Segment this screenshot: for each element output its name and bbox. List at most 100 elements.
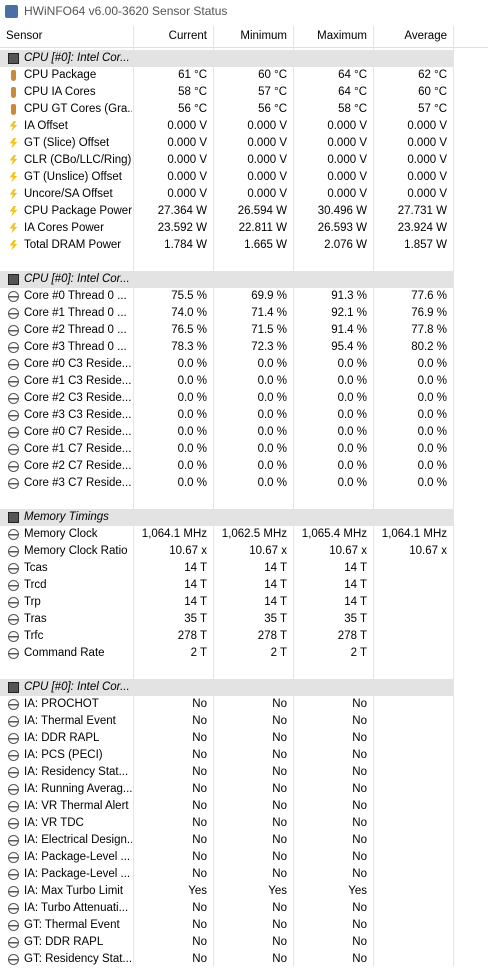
sensor-label[interactable]: Trfc: [24, 629, 44, 642]
sensor-value: 14 T: [184, 595, 207, 608]
sensor-icon: [8, 613, 19, 625]
sensor-label[interactable]: Memory Clock: [24, 527, 98, 540]
sensor-label[interactable]: Core #0 C7 Reside...: [24, 425, 132, 438]
sensor-label[interactable]: IA: PCS (PECI): [24, 748, 103, 761]
sensor-label[interactable]: Tcas: [24, 561, 48, 574]
group-row[interactable]: [0, 678, 453, 696]
sensor-label[interactable]: Core #1 C3 Reside...: [24, 374, 132, 387]
sensor-value: 0.0 %: [257, 442, 287, 455]
sensor-value: 80.2 %: [411, 340, 447, 353]
group-name[interactable]: CPU [#0]: Intel Cor...: [24, 680, 130, 693]
sensor-label[interactable]: IA: VR TDC: [24, 816, 84, 829]
sensor-label[interactable]: Uncore/SA Offset: [24, 187, 113, 200]
sensor-value: No: [272, 782, 287, 795]
sensor-label[interactable]: CLR (CBo/LLC/Ring)...: [24, 153, 132, 166]
sensor-value: No: [192, 816, 207, 829]
group-name[interactable]: Memory Timings: [24, 510, 109, 523]
sensor-value: 0.000 V: [247, 153, 287, 166]
sensor-value: 69.9 %: [251, 289, 287, 302]
sensor-label[interactable]: Core #3 C7 Reside...: [24, 476, 132, 489]
sensor-value: 58 °C: [338, 102, 367, 115]
sensor-value: 78.3 %: [171, 340, 207, 353]
column-title[interactable]: Current: [168, 30, 207, 42]
sensor-value: 0.0 %: [417, 374, 447, 387]
column-title[interactable]: Sensor: [6, 30, 43, 42]
group-name[interactable]: CPU [#0]: Intel Cor...: [24, 51, 130, 64]
sensor-value: No: [272, 697, 287, 710]
sensor-value: 278 T: [257, 629, 287, 642]
sensor-label[interactable]: CPU Package: [24, 68, 97, 81]
group-row[interactable]: [0, 270, 453, 288]
sensor-label[interactable]: Command Rate: [24, 646, 105, 659]
sensor-label[interactable]: IA Offset: [24, 119, 68, 132]
sensor-icon: [8, 936, 19, 948]
column-title[interactable]: Maximum: [317, 30, 367, 42]
sensor-label[interactable]: Core #1 C7 Reside...: [24, 442, 132, 455]
sensor-value: 0.000 V: [247, 119, 287, 132]
sensor-value: No: [352, 901, 367, 914]
sensor-label[interactable]: IA: PROCHOT: [24, 697, 99, 710]
sensor-label[interactable]: CPU IA Cores: [24, 85, 96, 98]
sensor-value: 0.000 V: [167, 170, 207, 183]
sensor-value: 1,062.5 MHz: [221, 527, 287, 540]
sensor-label[interactable]: IA: DDR RAPL: [24, 731, 100, 744]
sensor-label[interactable]: Memory Clock Ratio: [24, 544, 128, 557]
sensor-value: No: [352, 850, 367, 863]
sensor-value: 26.593 W: [317, 221, 367, 234]
sensor-value: 0.000 V: [167, 136, 207, 149]
group-row[interactable]: [0, 49, 453, 67]
sensor-label[interactable]: IA: Turbo Attenuati...: [24, 901, 129, 914]
sensor-label[interactable]: Total DRAM Power: [24, 238, 122, 251]
sensor-label[interactable]: IA: Running Averag...: [24, 782, 132, 795]
sensor-label[interactable]: CPU Package Power: [24, 204, 132, 217]
sensor-label[interactable]: Tras: [24, 612, 47, 625]
sensor-label[interactable]: Core #1 Thread 0 ...: [24, 306, 127, 319]
sensor-value: 0.000 V: [407, 119, 447, 132]
sensor-label[interactable]: Core #2 C7 Reside...: [24, 459, 132, 472]
group-name[interactable]: CPU [#0]: Intel Cor...: [24, 272, 130, 285]
sensor-label[interactable]: Core #3 Thread 0 ...: [24, 340, 127, 353]
sensor-label[interactable]: GT: Thermal Event: [24, 918, 120, 931]
sensor-value: 0.000 V: [247, 170, 287, 183]
sensor-label[interactable]: GT: DDR RAPL: [24, 935, 104, 948]
sensor-value: 22.811 W: [238, 221, 287, 234]
sensor-label[interactable]: IA: Electrical Design...: [24, 833, 132, 846]
sensor-label[interactable]: Core #3 C3 Reside...: [24, 408, 132, 421]
sensor-value: No: [192, 833, 207, 846]
sensor-value: 0.0 %: [337, 357, 367, 370]
sensor-label[interactable]: GT (Slice) Offset: [24, 136, 110, 149]
sensor-value: 10.67 x: [329, 544, 367, 557]
sensor-value: No: [352, 731, 367, 744]
sensor-label[interactable]: CPU GT Cores (Gra...: [24, 102, 132, 115]
sensor-label[interactable]: IA: VR Thermal Alert: [24, 799, 129, 812]
sensor-label[interactable]: Core #0 C3 Reside...: [24, 357, 132, 370]
sensor-label[interactable]: Core #2 C3 Reside...: [24, 391, 132, 404]
sensor-value: 77.8 %: [411, 323, 447, 336]
title-bar: HWiNFO64 v6.00-3620 Sensor Status: [0, 0, 488, 24]
sensor-label[interactable]: IA: Thermal Event: [24, 714, 116, 727]
sensor-label[interactable]: IA: Package-Level ...: [24, 867, 131, 880]
sensor-value: 0.000 V: [167, 153, 207, 166]
sensor-icon: [8, 749, 19, 761]
thermometer-icon: [11, 103, 16, 115]
sensor-value: No: [352, 952, 367, 965]
sensor-label[interactable]: Core #2 Thread 0 ...: [24, 323, 127, 336]
sensor-value: 0.0 %: [177, 374, 207, 387]
sensor-label[interactable]: Trcd: [24, 578, 47, 591]
sensor-label[interactable]: IA: Package-Level ...: [24, 850, 131, 863]
sensor-value: No: [192, 748, 207, 761]
sensor-label[interactable]: GT (Unslice) Offset: [24, 170, 122, 183]
sensor-value: 71.5 %: [251, 323, 287, 336]
sensor-label[interactable]: GT: Residency Stat...: [24, 952, 132, 965]
group-row[interactable]: [0, 508, 453, 526]
column-title[interactable]: Minimum: [240, 30, 287, 42]
sensor-value: 0.0 %: [257, 408, 287, 421]
sensor-value: Yes: [188, 884, 207, 897]
sensor-label[interactable]: IA: Max Turbo Limit: [24, 884, 124, 897]
sensor-label[interactable]: IA Cores Power: [24, 221, 104, 234]
column-title[interactable]: Average: [404, 30, 447, 42]
sensor-label[interactable]: Trp: [24, 595, 41, 608]
sensor-label[interactable]: Core #0 Thread 0 ...: [24, 289, 127, 302]
sensor-label[interactable]: IA: Residency Stat...: [24, 765, 129, 778]
column-header[interactable]: [0, 26, 488, 48]
